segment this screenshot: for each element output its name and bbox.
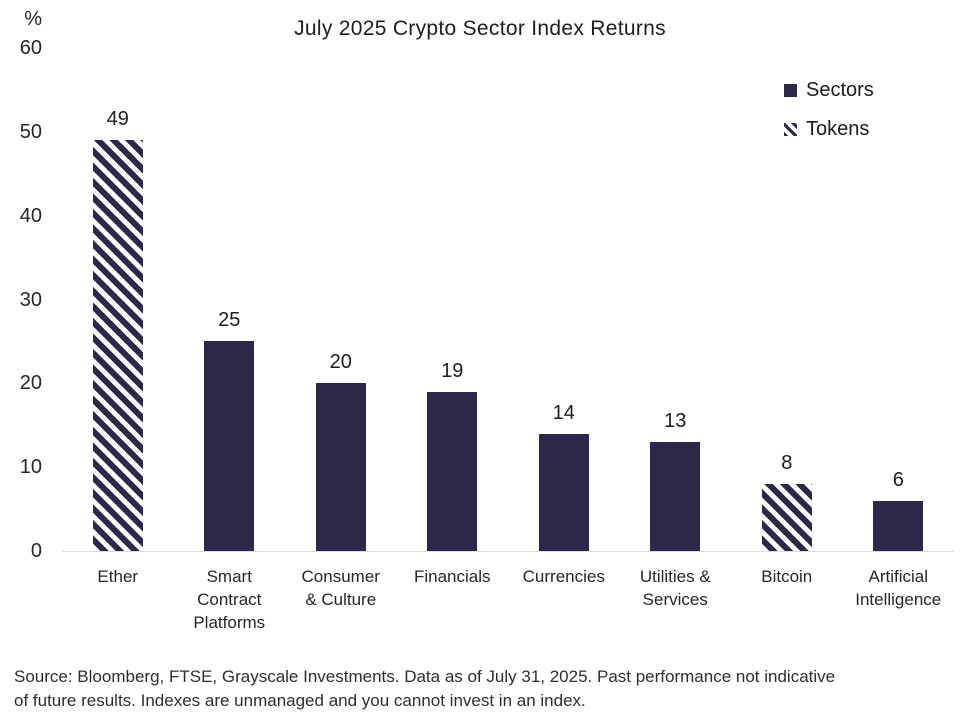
bar-slot: 25 Smart Contract Platforms bbox=[174, 48, 286, 632]
y-tick-label: 0 bbox=[30, 540, 42, 562]
bar-slot: 49 Ether bbox=[62, 48, 174, 586]
bar-value-label: 25 bbox=[218, 309, 241, 332]
bar-solid bbox=[204, 341, 255, 551]
chart-title: July 2025 Crypto Sector Index Returns bbox=[294, 17, 666, 40]
bar-value-label: 6 bbox=[892, 468, 904, 491]
bar-slot: 20 Consumer & Culture bbox=[285, 48, 397, 609]
y-tick-label: 30 bbox=[19, 288, 42, 311]
category-label: Bitcoin bbox=[761, 567, 813, 586]
source-note: Source: Bloomberg, FTSE, Grayscale Inves… bbox=[14, 667, 836, 710]
bar-value-label: 8 bbox=[781, 451, 793, 474]
y-tick-label: 20 bbox=[19, 372, 42, 395]
y-tick-label: 10 bbox=[19, 456, 42, 479]
bar-slot: 14 Currencies bbox=[508, 48, 620, 586]
bar-value-label: 49 bbox=[106, 108, 129, 131]
category-label: Financials bbox=[413, 567, 491, 586]
bar-solid bbox=[873, 500, 924, 551]
legend-item-tokens: Tokens bbox=[784, 119, 874, 139]
y-tick-label: 40 bbox=[19, 204, 42, 227]
category-label: Smart Contract Platforms bbox=[193, 567, 266, 632]
bar-value-label: 14 bbox=[552, 401, 575, 424]
bar-solid bbox=[315, 383, 366, 551]
bar-value-label: 20 bbox=[329, 351, 352, 374]
category-label: Consumer & Culture bbox=[301, 567, 380, 609]
legend-item-sectors: Sectors bbox=[784, 80, 874, 100]
bar-slot: 19 Financials bbox=[397, 48, 509, 586]
y-tick-label: 60 bbox=[19, 37, 42, 59]
legend-label-tokens: Tokens bbox=[806, 118, 870, 140]
bar-slot: 6 Artificial Intelligence bbox=[843, 48, 955, 609]
legend-label-sectors: Sectors bbox=[806, 79, 874, 101]
y-tick-label: 50 bbox=[19, 120, 42, 143]
category-label: Ether bbox=[97, 567, 139, 586]
plot-area: 49 Ether 25 Smart Contract Platforms 20 Consu… bbox=[62, 48, 955, 632]
bar-value-label: 19 bbox=[441, 359, 464, 382]
y-axis-unit-label: % bbox=[24, 8, 42, 30]
category-label: Currencies bbox=[522, 567, 605, 586]
bar-slot: 8 Bitcoin bbox=[731, 48, 843, 586]
y-axis: 0 10 20 30 40 50 60 bbox=[0, 38, 42, 561]
category-label: Artificial Intelligence bbox=[855, 567, 942, 609]
bar-solid bbox=[427, 391, 478, 551]
bar-solid bbox=[538, 433, 589, 551]
bar-solid bbox=[650, 442, 701, 551]
bar-hatched bbox=[92, 140, 143, 551]
tokens-swatch-icon bbox=[784, 122, 797, 136]
bar-hatched bbox=[761, 483, 812, 551]
bar-value-label: 13 bbox=[664, 410, 687, 433]
legend: Sectors Tokens bbox=[784, 80, 874, 139]
bar-slot: 13 Utilities & Services bbox=[620, 48, 732, 609]
category-label: Utilities & Services bbox=[639, 567, 711, 609]
sectors-swatch-icon bbox=[784, 83, 797, 97]
